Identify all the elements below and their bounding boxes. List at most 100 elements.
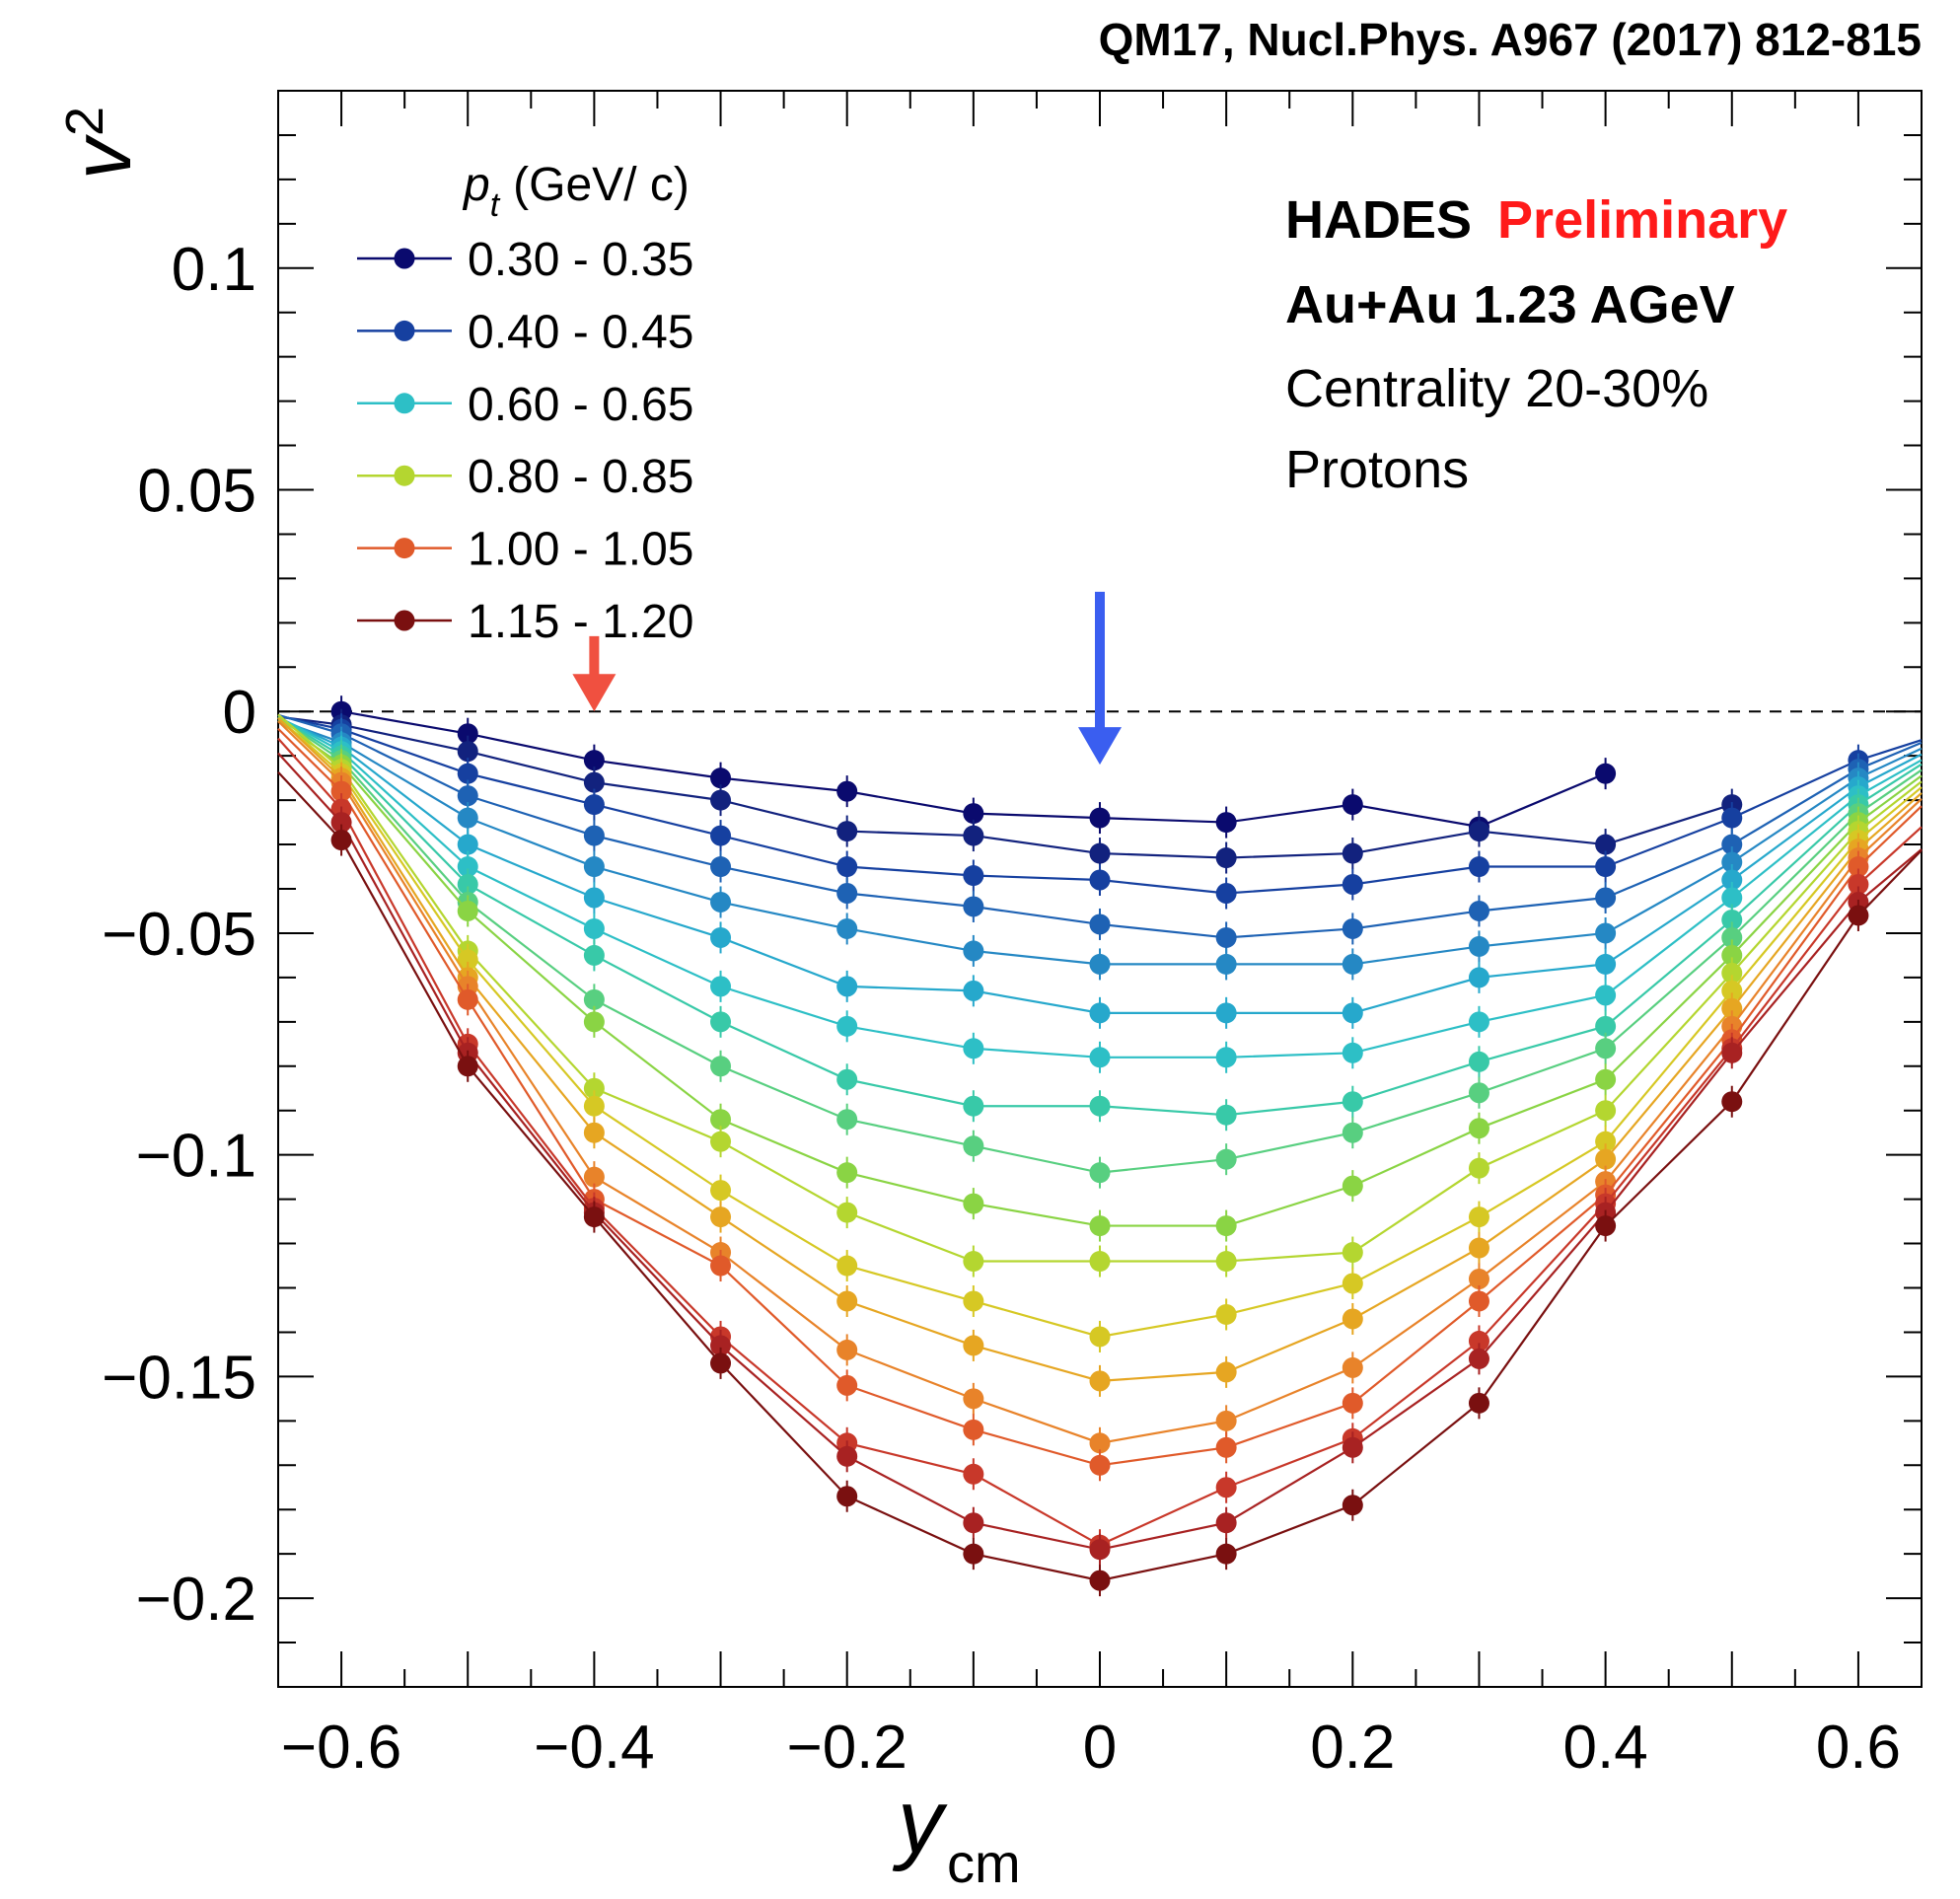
data-point	[1215, 1361, 1237, 1383]
data-point	[1342, 1175, 1363, 1197]
data-point	[963, 1463, 984, 1485]
series-0-55-0-60	[277, 716, 1923, 1029]
info-box: HADES Preliminary Au+Au 1.23 AGeV Central…	[1285, 190, 1787, 499]
legend-label: 0.60 - 0.65	[468, 379, 694, 431]
data-point	[1342, 953, 1363, 975]
data-point	[963, 1388, 984, 1410]
data-point	[963, 1095, 984, 1117]
data-point	[1089, 1162, 1111, 1184]
data-point	[1342, 842, 1363, 864]
data-point	[1595, 1038, 1617, 1059]
data-point	[1089, 1095, 1111, 1117]
data-point	[457, 949, 478, 971]
data-point	[583, 794, 605, 816]
data-point	[710, 1011, 732, 1033]
series-1-10-1-15	[277, 752, 1923, 1566]
data-point	[1468, 1330, 1489, 1351]
data-point	[836, 1445, 858, 1467]
data-point	[836, 1486, 858, 1507]
data-point	[1468, 935, 1489, 957]
data-point	[583, 1122, 605, 1143]
series-group	[277, 695, 1923, 1597]
data-point	[1089, 842, 1111, 864]
centrality-label: Centrality 20-30%	[1285, 359, 1708, 418]
data-point	[457, 856, 478, 878]
data-point	[1468, 1237, 1489, 1259]
y-tick-label: 0.1	[172, 236, 256, 304]
data-point	[836, 1202, 858, 1223]
data-point	[1595, 1068, 1617, 1090]
y-axis-title-subscript: 2	[55, 107, 114, 136]
data-point	[1595, 922, 1617, 944]
data-point	[1595, 834, 1617, 855]
data-point	[583, 887, 605, 909]
data-point	[1595, 1015, 1617, 1037]
data-point	[710, 1131, 732, 1152]
data-point	[963, 1135, 984, 1157]
data-point	[836, 1015, 858, 1037]
svg-text:ycm: ycm	[892, 1772, 1021, 1894]
legend-marker	[394, 538, 415, 559]
x-axis-title-main: y	[892, 1772, 948, 1872]
data-point	[1215, 812, 1237, 834]
data-point	[457, 785, 478, 807]
legend-marker	[394, 248, 415, 269]
legend-title-subscript: t	[490, 186, 501, 224]
legend-marker	[394, 393, 415, 414]
data-point	[1468, 1157, 1489, 1179]
data-point	[1215, 1410, 1237, 1431]
data-point	[1721, 962, 1743, 984]
data-point	[1468, 967, 1489, 988]
data-point	[1215, 1436, 1237, 1458]
data-point	[836, 1374, 858, 1396]
y-axis-title-main: v	[55, 133, 148, 180]
data-point	[836, 1339, 858, 1360]
data-point	[963, 825, 984, 846]
data-point	[710, 1352, 732, 1374]
data-point	[1468, 856, 1489, 878]
data-point	[457, 834, 478, 855]
data-point	[1848, 905, 1869, 926]
data-point	[1595, 856, 1617, 878]
status-label: Preliminary	[1497, 190, 1787, 250]
rapidity-arrow	[572, 635, 617, 712]
data-point	[1215, 882, 1237, 904]
data-point	[1215, 1148, 1237, 1170]
data-point	[1848, 856, 1869, 878]
data-point	[710, 1056, 732, 1077]
data-point	[1089, 1215, 1111, 1237]
data-point	[457, 988, 478, 1010]
series-0-65-0-70	[277, 716, 1923, 1132]
data-point	[1342, 1356, 1363, 1378]
data-point	[836, 780, 858, 802]
axis-ticks	[277, 90, 1923, 1688]
data-point	[836, 856, 858, 878]
svg-text:v2: v2	[55, 107, 148, 180]
data-point	[1595, 1215, 1617, 1237]
x-tick-label: 0	[1083, 1714, 1117, 1782]
data-point	[1215, 1002, 1237, 1024]
data-point	[1089, 869, 1111, 891]
data-point	[1468, 821, 1489, 842]
data-point	[836, 1109, 858, 1131]
data-point	[710, 1109, 732, 1131]
data-point	[457, 723, 478, 745]
data-point	[1595, 953, 1617, 975]
legend-entries: 0.30 - 0.35 0.40 - 0.45 0.60 - 0.65 0.80 - …	[357, 234, 694, 648]
data-point	[1595, 985, 1617, 1006]
data-point	[457, 763, 478, 784]
data-point	[1721, 909, 1743, 930]
data-point	[963, 803, 984, 825]
data-point	[1089, 1251, 1111, 1273]
plot-area: −0.6 −0.4 −0.2 0 0.2 0.4 0.6 0.1 0.05 0 −0.05 −0.1 −…	[102, 90, 1923, 1782]
x-tick-label: 0.4	[1563, 1714, 1648, 1782]
data-point	[583, 750, 605, 771]
legend-label: 1.00 - 1.05	[468, 524, 694, 576]
data-point	[1215, 1251, 1237, 1273]
data-point	[836, 882, 858, 904]
data-point	[1215, 926, 1237, 948]
data-point	[1342, 1436, 1363, 1458]
series-0-35-0-40	[277, 708, 1743, 874]
data-point	[1468, 1392, 1489, 1414]
data-point	[1215, 953, 1237, 975]
